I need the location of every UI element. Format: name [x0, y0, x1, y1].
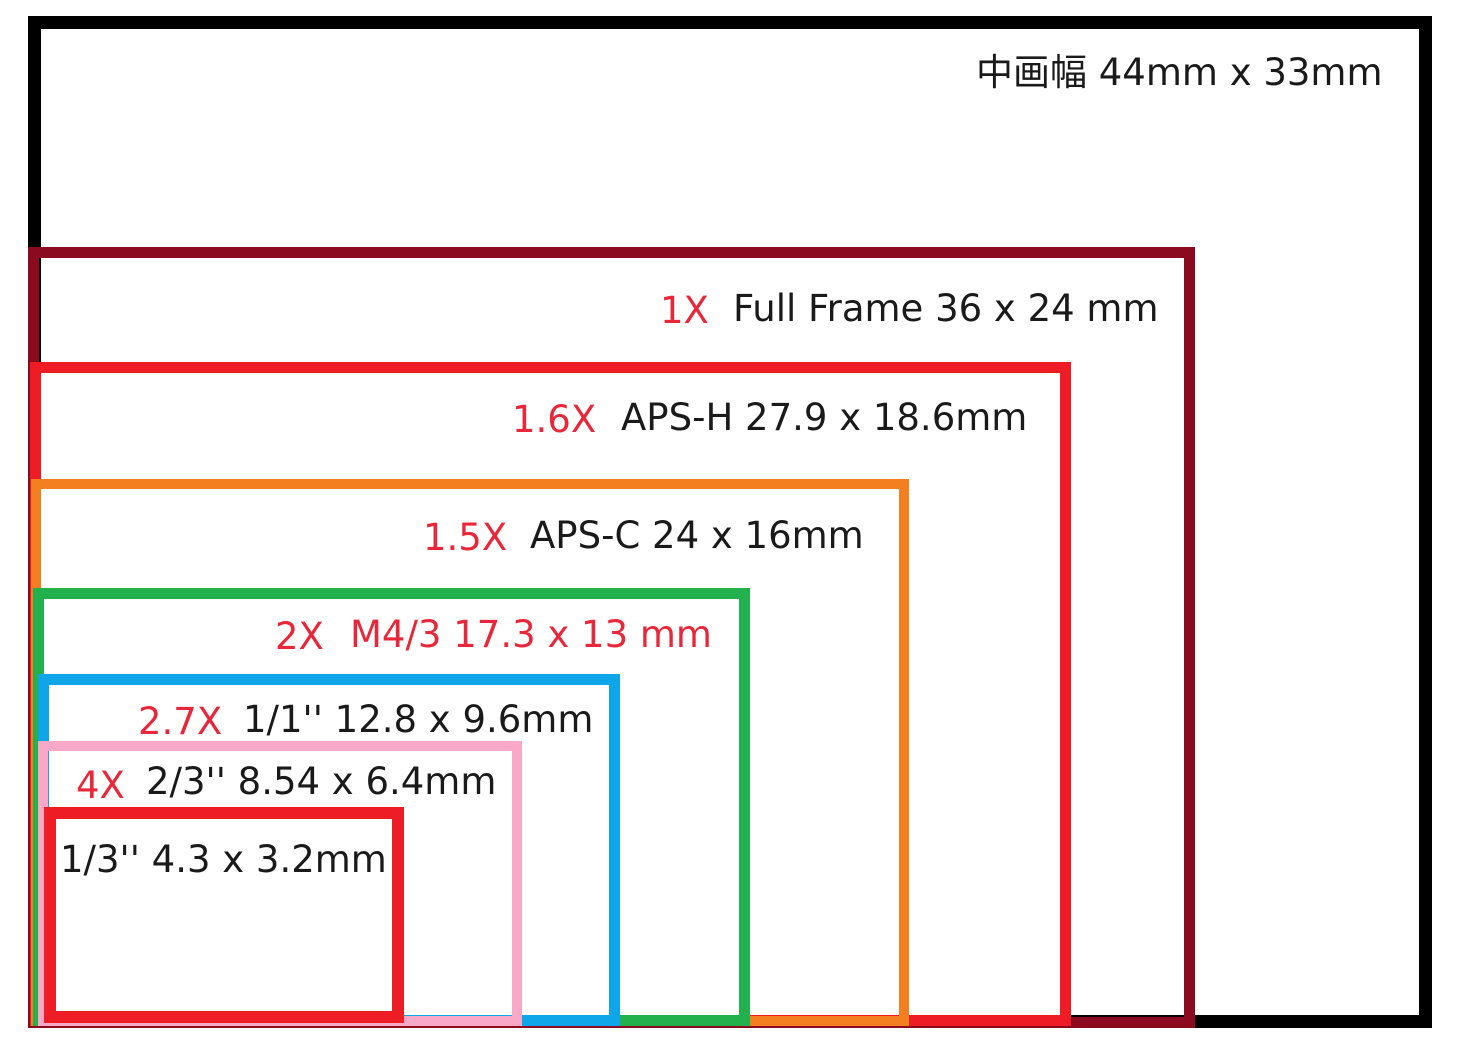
- label-full-frame: Full Frame 36 x 24 mm: [733, 287, 1159, 330]
- crop-factor-two-thirds-inch: 4X: [76, 764, 125, 807]
- label-two-thirds-inch: 2/3'' 8.54 x 6.4mm: [146, 760, 497, 803]
- sensor-frame-one-third-inch: [44, 807, 404, 1023]
- label-aps-c: APS-C 24 x 16mm: [530, 514, 864, 557]
- crop-factor-aps-h: 1.6X: [512, 398, 597, 441]
- label-one-third-inch: 1/3'' 4.3 x 3.2mm: [60, 838, 387, 881]
- crop-factor-m43: 2X: [275, 615, 324, 658]
- crop-factor-full-frame: 1X: [660, 289, 709, 332]
- crop-factor-one-inch: 2.7X: [138, 700, 223, 743]
- label-one-inch: 1/1'' 12.8 x 9.6mm: [243, 698, 594, 741]
- label-m43: M4/3 17.3 x 13 mm: [350, 613, 712, 656]
- label-aps-h: APS-H 27.9 x 18.6mm: [621, 396, 1028, 439]
- crop-factor-aps-c: 1.5X: [423, 516, 508, 559]
- label-medium-format: 中画幅 44mm x 33mm: [976, 51, 1383, 94]
